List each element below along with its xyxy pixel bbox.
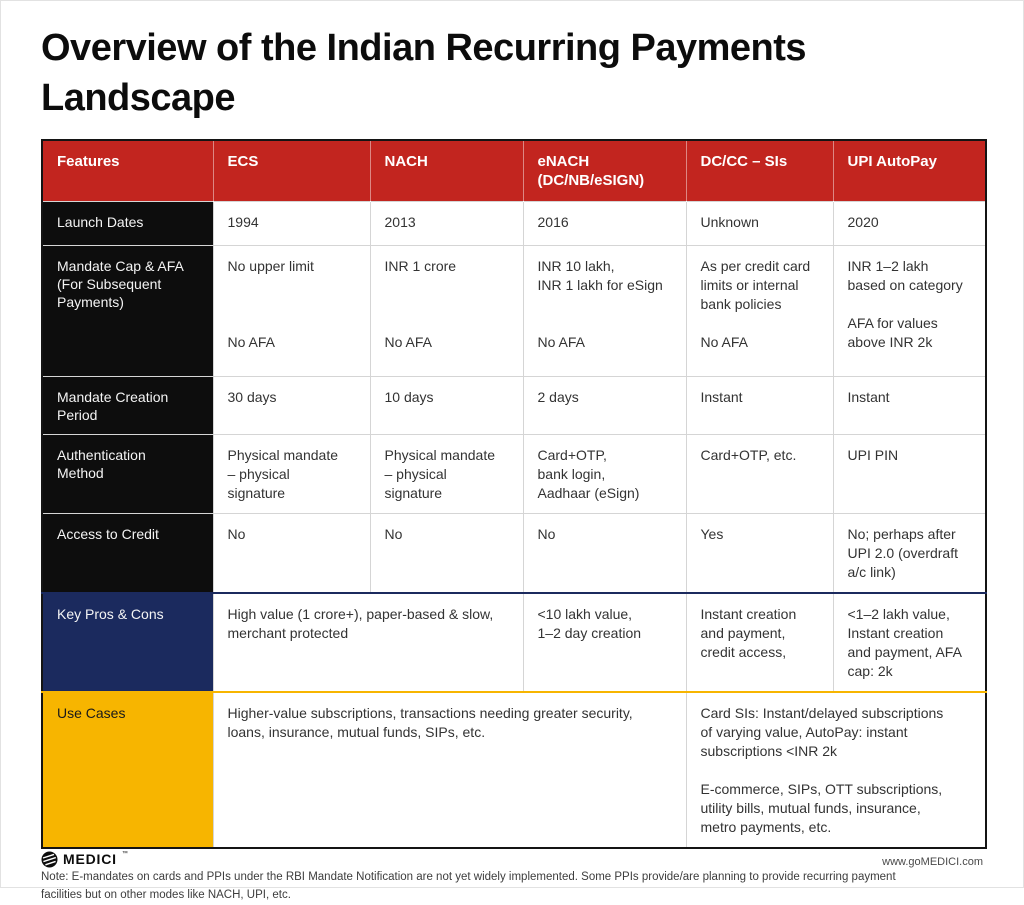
- cell-period-upi: Instant: [832, 375, 986, 435]
- cell-credit-nach: No: [369, 513, 523, 594]
- cell-period-ecs: 30 days: [212, 375, 370, 435]
- column-header-ecs: ECS: [212, 140, 370, 202]
- table-row-authentication: Authentication Method Physical mandate –…: [42, 434, 986, 514]
- row-label-authentication: Authentication Method: [42, 434, 213, 514]
- row-label-launch-dates: Launch Dates: [42, 200, 213, 246]
- cell-pros-enach: <10 lakh value, 1–2 day creation: [522, 592, 686, 693]
- trademark-symbol: ™: [121, 851, 128, 857]
- cell-launch-nach: 2013: [369, 200, 523, 246]
- cell-auth-nach: Physical mandate – physical signature: [369, 434, 523, 514]
- cell-pros-dccc: Instant creation and payment, credit acc…: [685, 592, 833, 693]
- cell-launch-upi: 2020: [832, 200, 986, 246]
- table-header-row: Features ECS NACH eNACH (DC/NB/eSIGN) DC…: [42, 140, 986, 202]
- footer: MEDICI ™ www.goMEDICI.com: [41, 851, 983, 873]
- medici-logo: MEDICI ™: [41, 851, 128, 873]
- row-label-access-credit: Access to Credit: [42, 513, 213, 594]
- cell-launch-enach: 2016: [522, 200, 686, 246]
- cell-cap-upi: INR 1–2 lakh based on category AFA for v…: [832, 244, 986, 377]
- cell-period-nach: 10 days: [369, 375, 523, 435]
- row-label-use-cases: Use Cases: [42, 691, 213, 849]
- cell-launch-dccc: Unknown: [685, 200, 833, 246]
- table-row-access-credit: Access to Credit No No No Yes No; perhap…: [42, 513, 986, 594]
- table-row-mandate-creation: Mandate Creation Period 30 days 10 days …: [42, 375, 986, 435]
- medici-wordmark: MEDICI: [63, 851, 117, 867]
- table-row-mandate-cap: Mandate Cap & AFA (For Subsequent Paymen…: [42, 244, 986, 377]
- footnote: Note: E-mandates on cards and PPIs under…: [41, 871, 896, 901]
- page-title: Overview of the Indian Recurring Payment…: [41, 27, 807, 120]
- cell-period-dccc: Instant: [685, 375, 833, 435]
- comparison-table: Features ECS NACH eNACH (DC/NB/eSIGN) DC…: [41, 139, 987, 850]
- column-header-upi-autopay: UPI AutoPay: [832, 140, 986, 202]
- column-header-nach: NACH: [369, 140, 523, 202]
- cell-auth-dccc: Card+OTP, etc.: [685, 434, 833, 514]
- cell-auth-upi: UPI PIN: [832, 434, 986, 514]
- table-row-use-cases: Use Cases Higher-value subscriptions, tr…: [42, 691, 986, 849]
- cell-cap-ecs: No upper limit No AFA: [212, 244, 370, 377]
- cell-credit-enach: No: [522, 513, 686, 594]
- cell-use-ecs-nach-enach: Higher-value subscriptions, transactions…: [212, 691, 686, 849]
- row-label-key-pros-cons: Key Pros & Cons: [42, 592, 213, 693]
- table-row-key-pros-cons: Key Pros & Cons High value (1 crore+), p…: [42, 592, 986, 693]
- cell-pros-upi: <1–2 lakh value, Instant creation and pa…: [832, 592, 986, 693]
- table-row-launch-dates: Launch Dates 1994 2013 2016 Unknown 2020: [42, 200, 986, 246]
- row-label-mandate-cap: Mandate Cap & AFA (For Subsequent Paymen…: [42, 244, 213, 377]
- column-header-dccc-sis: DC/CC – SIs: [685, 140, 833, 202]
- website-url: www.goMEDICI.com: [882, 856, 983, 868]
- cell-use-dccc-upi: Card SIs: Instant/delayed subscriptions …: [685, 691, 986, 849]
- cell-auth-enach: Card+OTP, bank login, Aadhaar (eSign): [522, 434, 686, 514]
- column-header-enach: eNACH (DC/NB/eSIGN): [522, 140, 686, 202]
- cell-cap-nach: INR 1 crore No AFA: [369, 244, 523, 377]
- cell-launch-ecs: 1994: [212, 200, 370, 246]
- cell-credit-ecs: No: [212, 513, 370, 594]
- medici-logo-icon: [41, 851, 58, 873]
- cell-pros-ecs-nach: High value (1 crore+), paper-based & slo…: [212, 592, 523, 693]
- row-label-mandate-creation: Mandate Creation Period: [42, 375, 213, 435]
- cell-period-enach: 2 days: [522, 375, 686, 435]
- cell-credit-upi: No; perhaps after UPI 2.0 (overdraft a/c…: [832, 513, 986, 594]
- cell-credit-dccc: Yes: [685, 513, 833, 594]
- cell-cap-enach: INR 10 lakh, INR 1 lakh for eSign No AFA: [522, 244, 686, 377]
- cell-auth-ecs: Physical mandate – physical signature: [212, 434, 370, 514]
- cell-cap-dccc: As per credit card limits or internal ba…: [685, 244, 833, 377]
- column-header-features: Features: [42, 140, 213, 202]
